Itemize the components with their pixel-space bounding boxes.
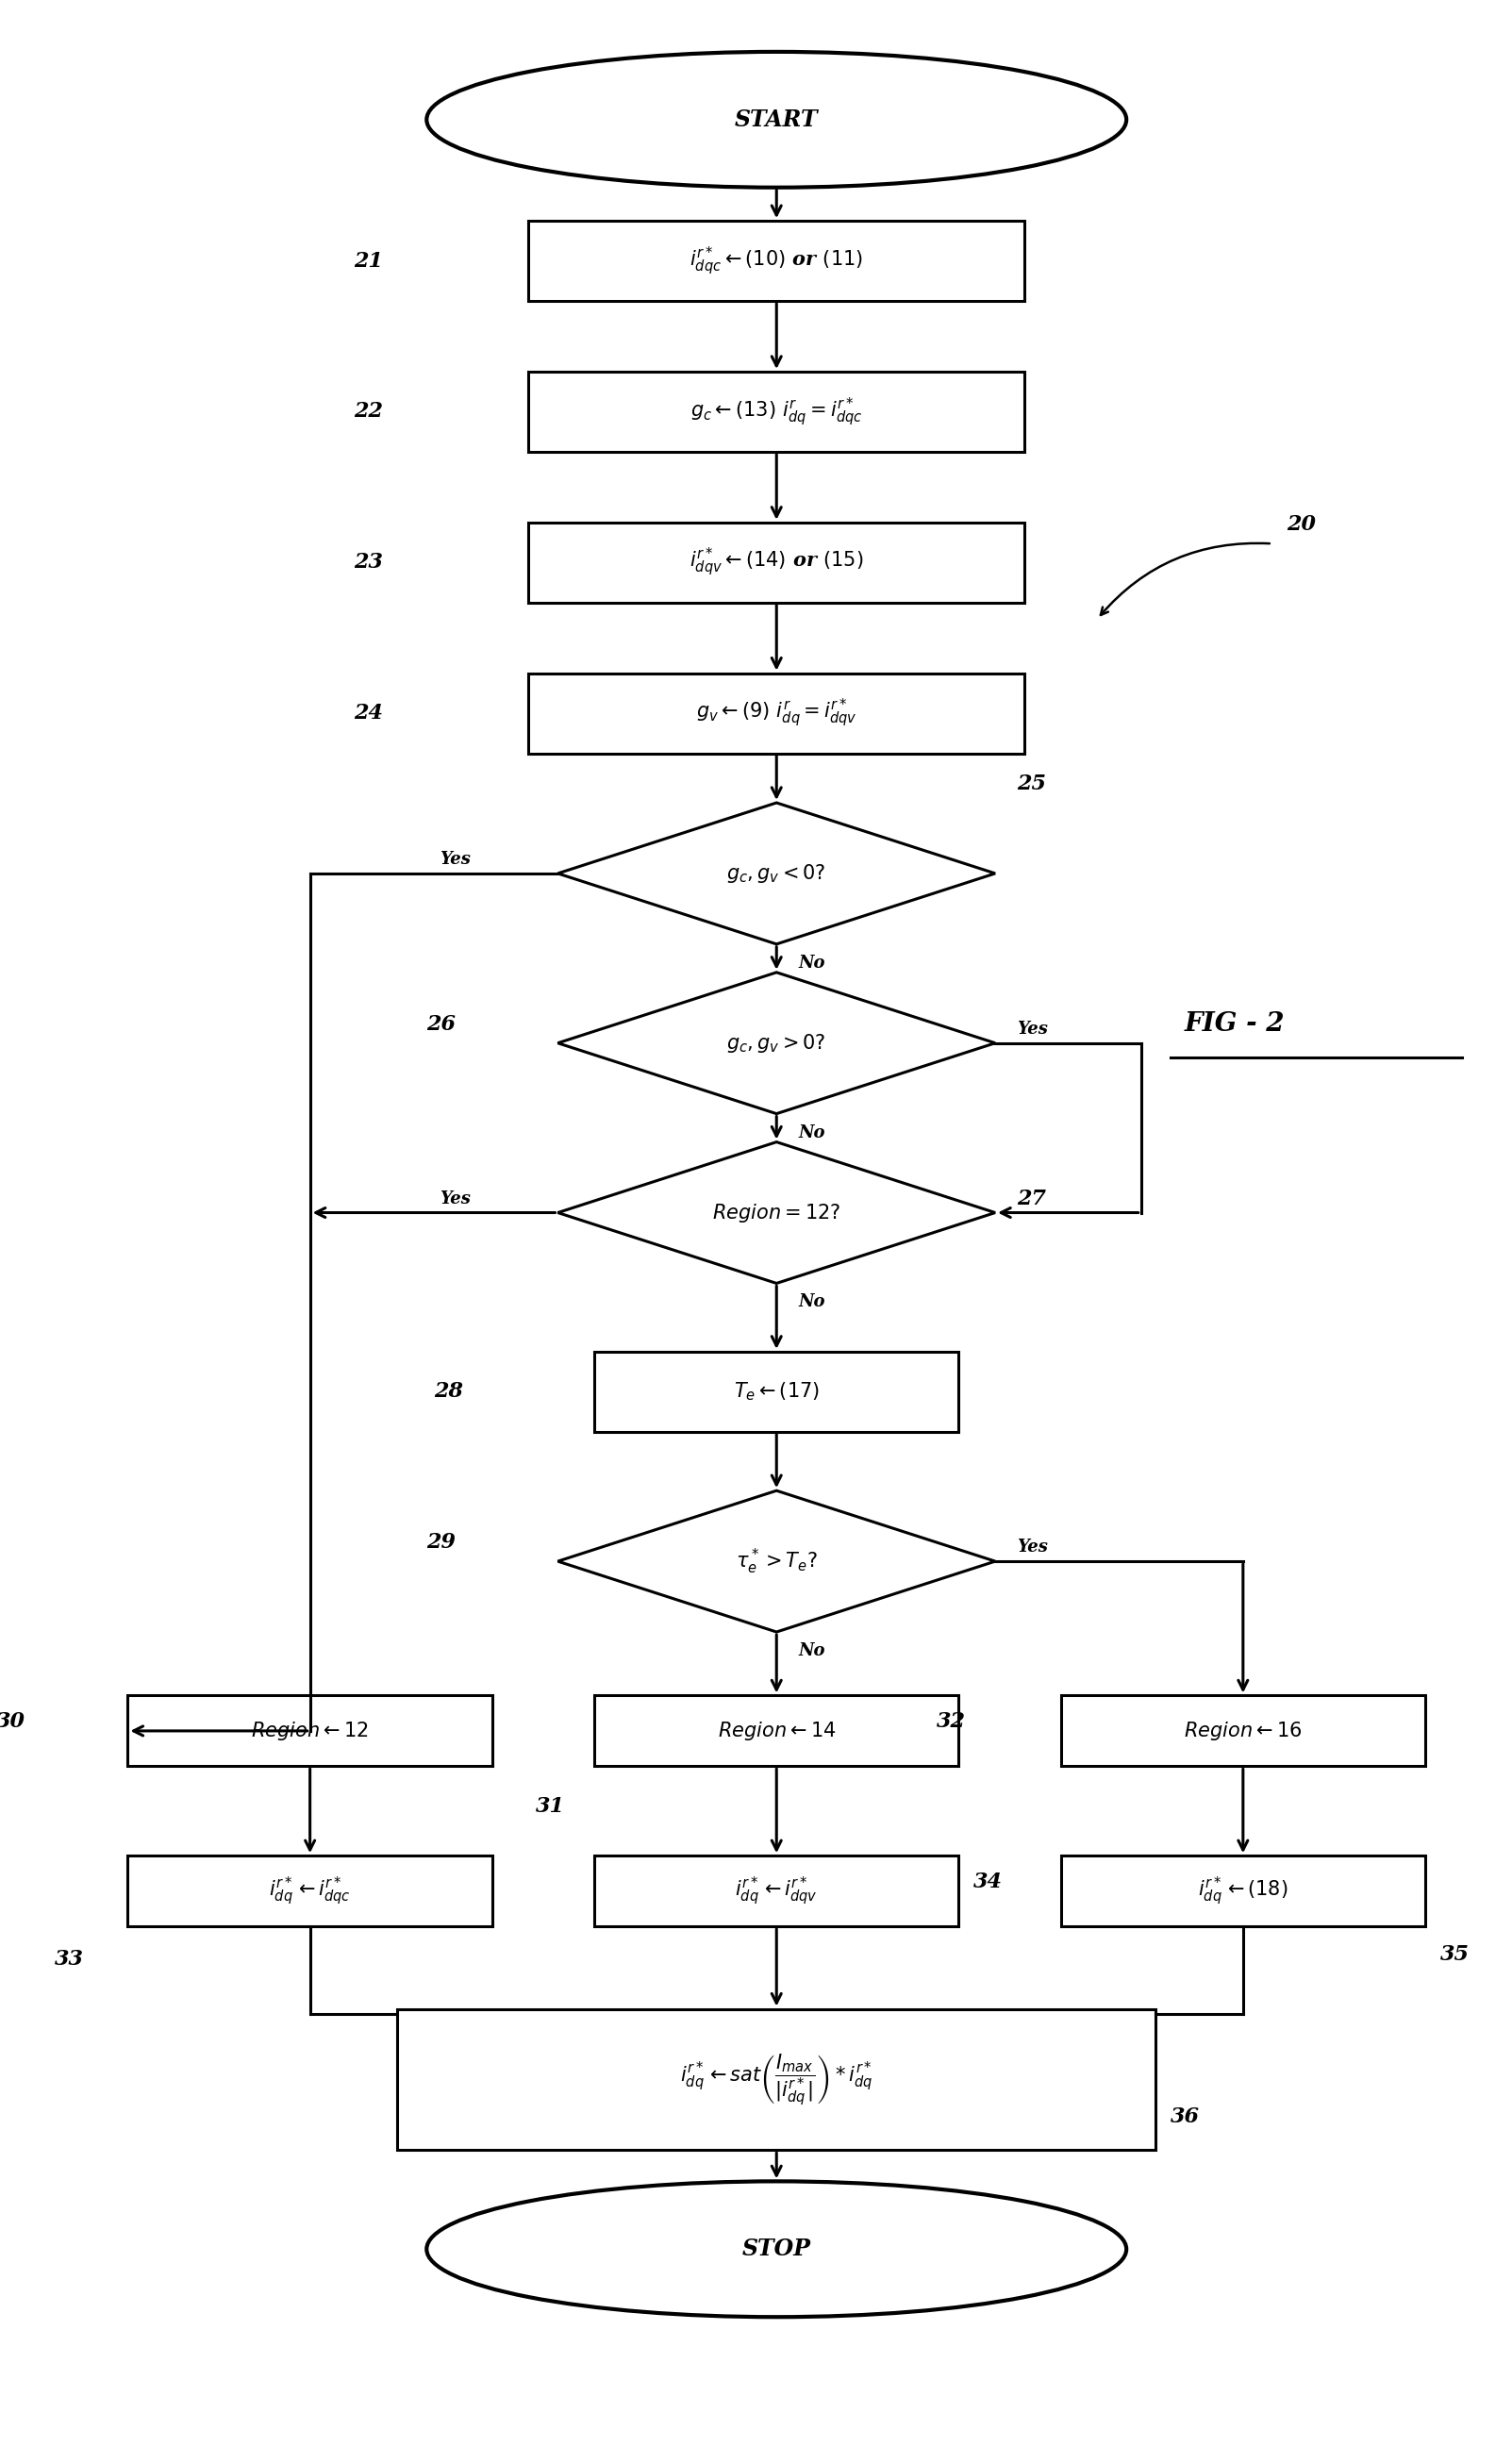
Text: 30: 30 [0,1712,26,1731]
Text: 28: 28 [434,1382,463,1401]
Text: No: No [798,1643,826,1660]
Text: $g_c \leftarrow (13)$ $i^r_{dq}=i^{r*}_{dqc}$: $g_c \leftarrow (13)$ $i^r_{dq}=i^{r*}_{… [691,397,862,429]
Text: 26: 26 [426,1015,455,1034]
Text: 21: 21 [354,251,383,271]
Ellipse shape [426,2182,1126,2318]
Text: $g_c, g_v < 0?$: $g_c, g_v < 0?$ [727,862,827,884]
Polygon shape [558,973,995,1113]
Text: $i^{r*}_{dq} \leftarrow i^{r*}_{dqc}$: $i^{r*}_{dq} \leftarrow i^{r*}_{dqc}$ [269,1874,351,1906]
Text: 36: 36 [1170,2106,1199,2128]
Text: $Region = 12?$: $Region = 12?$ [712,1202,841,1224]
Text: $T_e \leftarrow (17)$: $T_e \leftarrow (17)$ [733,1382,820,1404]
Bar [529,672,1024,754]
Text: No: No [798,956,826,970]
Text: No: No [798,1293,826,1310]
Text: 33: 33 [54,1948,85,1970]
Text: $Region \leftarrow 14$: $Region \leftarrow 14$ [717,1719,836,1741]
Polygon shape [558,803,995,943]
Text: $i^{r*}_{dq} \leftarrow sat\left(\dfrac{I_{max}}{|i^{r*}_{dq}|}\right) * i^{r*}_: $i^{r*}_{dq} \leftarrow sat\left(\dfrac{… [680,2052,872,2108]
Bar [529,372,1024,451]
Ellipse shape [426,52,1126,187]
Polygon shape [558,1490,995,1633]
Text: $i^{r*}_{dq} \leftarrow i^{r*}_{dqv}$: $i^{r*}_{dq} \leftarrow i^{r*}_{dqv}$ [735,1874,818,1906]
Text: Yes: Yes [1018,1539,1048,1557]
Bar [1061,1855,1426,1926]
Text: 27: 27 [1018,1187,1046,1209]
Text: 31: 31 [535,1796,565,1818]
Bar [127,1855,493,1926]
Text: 32: 32 [937,1712,966,1731]
Text: 29: 29 [426,1532,455,1552]
Text: Yes: Yes [440,1190,470,1207]
Polygon shape [558,1143,995,1283]
Text: $\tau^*_e > T_e?$: $\tau^*_e > T_e?$ [736,1547,818,1576]
Text: $g_v \leftarrow (9)$ $i^r_{dq}=i^{r*}_{dqv}$: $g_v \leftarrow (9)$ $i^r_{dq}=i^{r*}_{d… [696,697,857,729]
Text: 22: 22 [354,401,383,421]
Text: No: No [798,1123,826,1140]
Text: Yes: Yes [440,850,470,867]
Bar [529,222,1024,300]
Bar [594,1855,959,1926]
Text: STOP: STOP [742,2239,810,2261]
Bar [594,1695,959,1766]
Text: 25: 25 [1018,773,1046,793]
Text: $g_c, g_v > 0?$: $g_c, g_v > 0?$ [727,1032,827,1054]
Text: FIG - 2: FIG - 2 [1185,1012,1285,1037]
Bar [398,2010,1155,2150]
Bar [594,1352,959,1431]
Text: 24: 24 [354,702,383,724]
Text: Yes: Yes [1018,1020,1048,1037]
Text: 34: 34 [974,1872,1002,1892]
Text: $i^{r*}_{dq} \leftarrow (18)$: $i^{r*}_{dq} \leftarrow (18)$ [1198,1874,1288,1906]
Text: $Region \leftarrow 16$: $Region \leftarrow 16$ [1184,1719,1302,1741]
Text: 23: 23 [354,552,383,574]
Text: START: START [735,108,818,131]
Bar [529,522,1024,603]
Bar [1061,1695,1426,1766]
Text: $Region \leftarrow 12$: $Region \leftarrow 12$ [251,1719,369,1741]
Text: 20: 20 [1287,515,1315,534]
Text: 35: 35 [1439,1943,1470,1965]
Text: $i^{r*}_{dqc} \leftarrow (10)$ or $(11)$: $i^{r*}_{dqc} \leftarrow (10)$ or $(11)$ [689,244,863,278]
Text: $i^{r*}_{dqv} \leftarrow (14)$ or $(15)$: $i^{r*}_{dqv} \leftarrow (14)$ or $(15)$ [689,547,863,579]
Bar [127,1695,493,1766]
